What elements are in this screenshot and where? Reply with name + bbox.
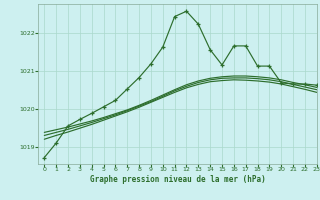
X-axis label: Graphe pression niveau de la mer (hPa): Graphe pression niveau de la mer (hPa) bbox=[90, 175, 266, 184]
